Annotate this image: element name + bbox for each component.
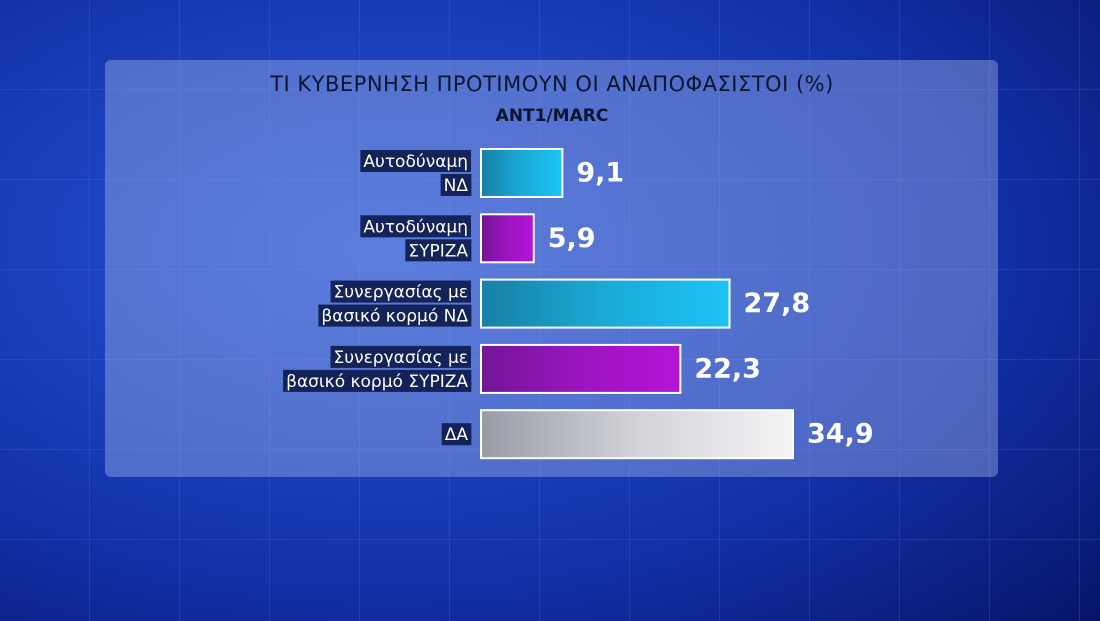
category-label: βασικό κορμό ΣΥΡΙΖΑ [286,372,468,392]
bar [480,343,682,394]
chart-title: ΤΙ ΚΥΒΕΡΝΗΣΗ ΠΡΟΤΙΜΟΥΝ ΟΙ ΑΝΑΠΟΦΑΣΙΣΤΟΙ … [269,72,834,96]
category-label: ΝΔ [444,176,469,196]
category-label: Συνεργασίας με [334,348,468,368]
label-box [360,150,471,172]
bar [480,148,564,198]
label-box [318,304,472,327]
chart-subtitle: ANT1/MARC [496,106,609,126]
label-box [405,239,472,262]
value-label: 22,3 [694,353,761,384]
value-label: 5,9 [548,223,596,254]
label-box [283,369,472,392]
label-box [330,345,471,368]
value-label: 27,8 [744,288,811,319]
bar [480,278,731,329]
label-box [441,423,472,446]
label-box [360,215,471,238]
value-label: 9,1 [576,158,624,189]
label-box [440,174,472,196]
category-label: Συνεργασίας με [334,283,468,303]
category-label: ΔΑ [445,425,469,445]
bars: 9,1 5,9 27,8 22,3 34,9 [480,148,874,460]
category-label: Αυτοδύναμη [363,217,468,237]
category-label: Αυτοδύναμη [363,152,468,172]
bar [480,409,794,460]
value-label: 34,9 [807,419,874,450]
category-label: βασικό κορμό ΝΔ [321,307,468,327]
category-label: ΣΥΡΙΖΑ [408,241,468,261]
label-box [330,280,471,303]
bar [480,213,535,264]
category-labels: Αυτοδύναμη ΝΔ Αυτοδύναμη ΣΥΡΙΖΑ Συνεργασίας … [283,150,472,446]
